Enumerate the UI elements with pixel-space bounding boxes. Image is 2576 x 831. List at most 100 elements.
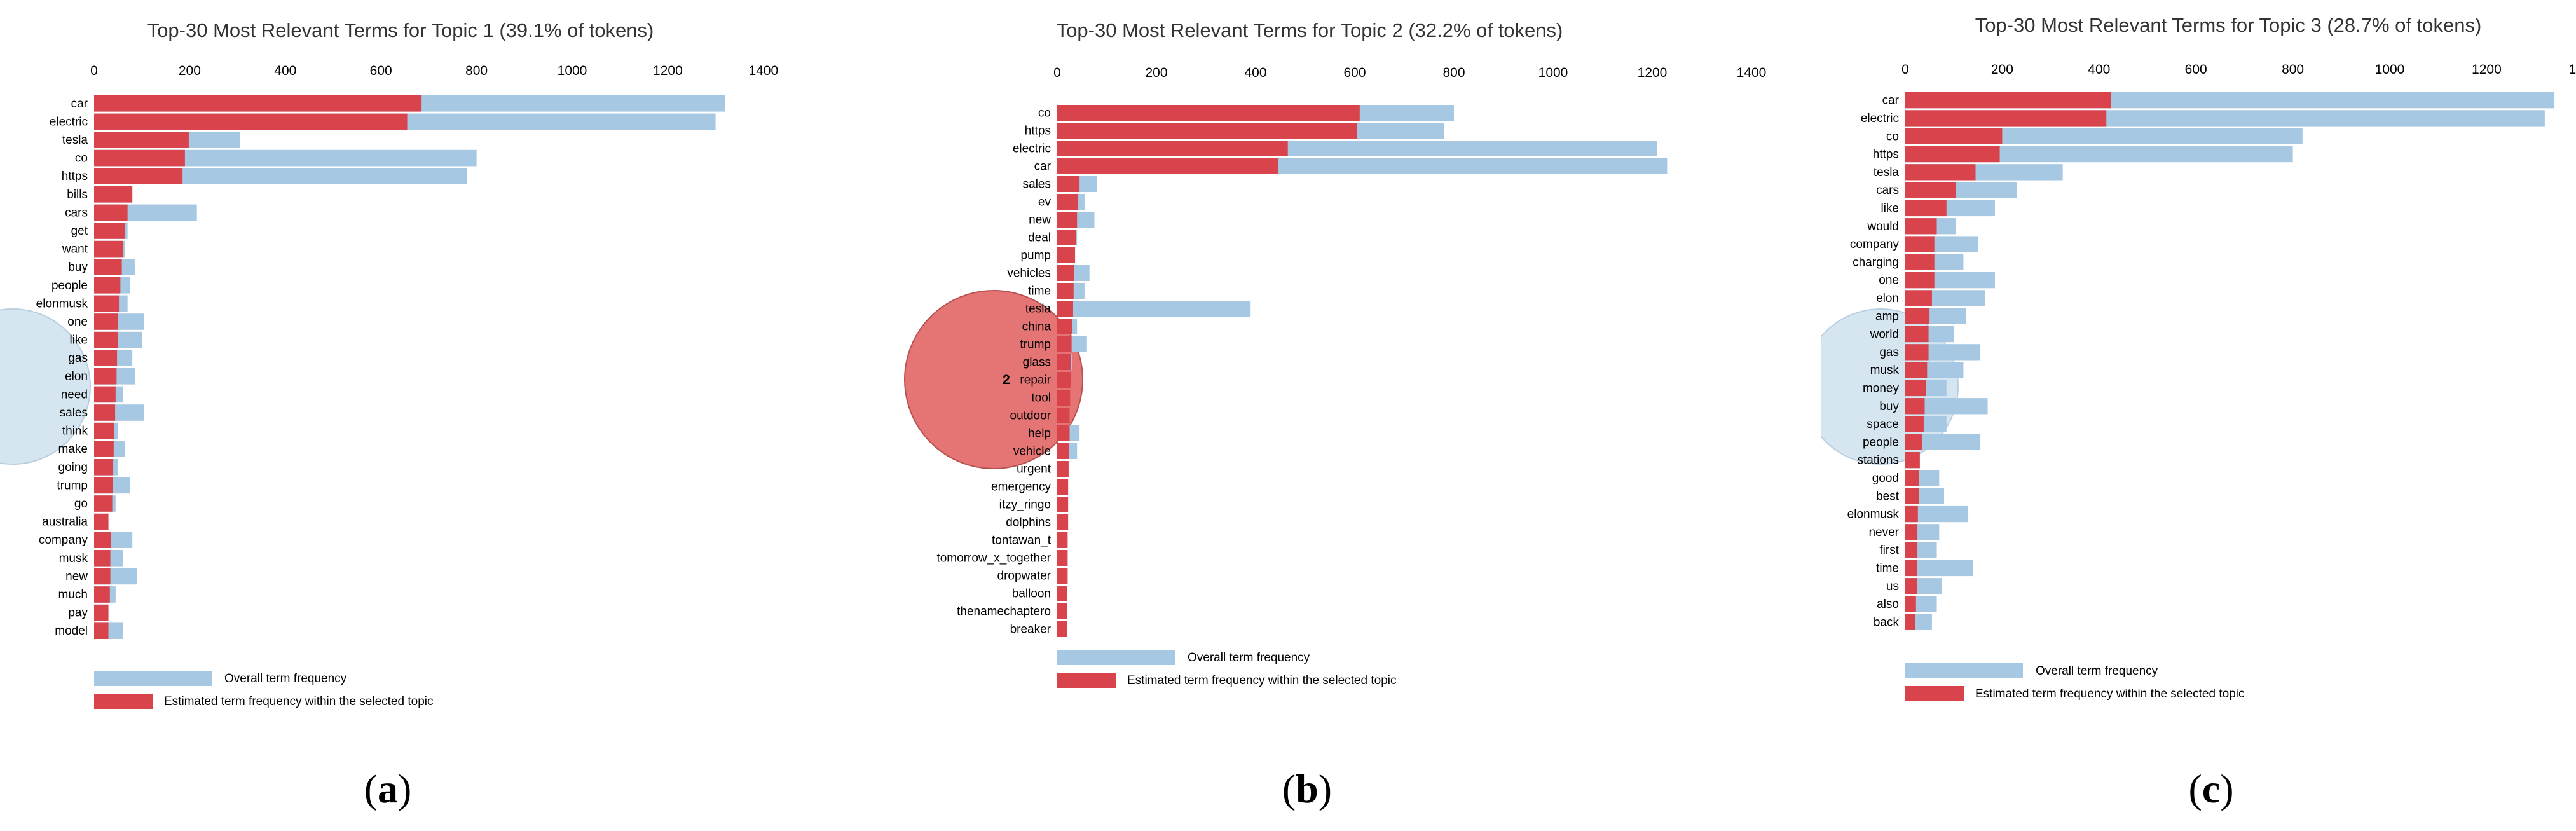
- bar-topic-model: [94, 622, 109, 639]
- bar-topic-company: [94, 532, 111, 548]
- term-label: glass: [1023, 356, 1051, 369]
- bar-topic-stations: [1905, 452, 1920, 469]
- x-tick-label: 0: [1053, 65, 1061, 80]
- topic-bubble: [0, 308, 91, 465]
- term-label: one: [1879, 274, 1899, 287]
- term-label: elonmusk: [36, 297, 88, 310]
- x-tick-label: 600: [1343, 65, 1366, 80]
- legend-swatch-topic: [1057, 673, 1116, 688]
- legend-swatch-overall: [1905, 663, 2023, 678]
- bar-topic-space: [1905, 416, 1924, 432]
- bar-topic-vehicle: [1057, 443, 1069, 459]
- bar-topic-good: [1905, 470, 1919, 486]
- bar-topic-tontawan_t: [1057, 532, 1068, 548]
- term-label: co: [1038, 107, 1051, 120]
- term-label: balloon: [1012, 587, 1051, 601]
- bar-overall-tesla: [1057, 301, 1251, 317]
- bar-topic-co: [94, 149, 185, 167]
- x-tick-label: 1000: [2375, 62, 2405, 77]
- term-label: elonmusk: [1847, 508, 1900, 521]
- bar-topic-need: [94, 386, 116, 403]
- term-label: pump: [1020, 249, 1051, 263]
- term-label: musk: [1870, 364, 1900, 377]
- bar-topic-best: [1905, 488, 1919, 504]
- bar-topic-co: [1057, 105, 1360, 121]
- x-tick-label: 1000: [1538, 65, 1568, 80]
- term-label: people: [51, 279, 88, 292]
- panel-label: (c): [2188, 766, 2233, 811]
- x-tick-label: 1400: [748, 64, 778, 78]
- term-label: new: [1029, 214, 1051, 227]
- term-label: cars: [65, 206, 88, 219]
- bar-topic-https: [94, 168, 183, 184]
- term-label: tool: [1031, 392, 1051, 405]
- bar-topic-world: [1905, 326, 1929, 343]
- term-label: buy: [1879, 400, 1899, 413]
- term-label: bills: [67, 188, 88, 202]
- x-tick-label: 400: [1244, 65, 1266, 80]
- bar-topic-dropwater: [1057, 568, 1068, 584]
- bar-topic-never: [1905, 524, 1918, 540]
- x-tick-label: 1200: [653, 64, 683, 78]
- bar-topic-https: [1905, 146, 2000, 163]
- bar-topic-tesla: [94, 132, 189, 148]
- bar-topic-time: [1057, 283, 1074, 299]
- bar-topic-want: [94, 240, 123, 258]
- term-label: think: [62, 425, 88, 438]
- term-label: model: [55, 624, 88, 638]
- bar-topic-buy: [1905, 398, 1925, 415]
- term-label: company: [1850, 238, 1900, 251]
- term-label: car: [1882, 94, 1900, 107]
- term-label: china: [1022, 320, 1052, 334]
- term-label: electric: [1861, 112, 1899, 125]
- legend-swatch-topic: [1905, 686, 1964, 701]
- x-tick-label: 200: [179, 64, 201, 78]
- bar-topic-glass: [1057, 354, 1071, 370]
- term-label: one: [67, 315, 88, 329]
- bar-topic-urgent: [1057, 461, 1069, 477]
- legend-swatch-overall: [94, 671, 212, 686]
- term-label: https: [1873, 148, 1899, 161]
- chart-title: Top-30 Most Relevant Terms for Topic 2 (…: [1057, 19, 1563, 41]
- term-label: time: [1028, 285, 1051, 298]
- bar-topic-pay: [94, 604, 109, 621]
- bar-topic-people: [94, 277, 121, 294]
- bar-topic-cars: [94, 204, 128, 221]
- chart-title: Top-30 Most Relevant Terms for Topic 1 (…: [147, 19, 654, 41]
- term-label: like: [69, 334, 88, 347]
- term-label: going: [58, 461, 88, 474]
- term-label: charging: [1853, 256, 1899, 269]
- bar-topic-think: [94, 422, 114, 439]
- bar-topic-new: [94, 568, 111, 585]
- bar-topic-outdoor: [1057, 408, 1070, 423]
- term-label: co: [1886, 130, 1899, 143]
- term-label: first: [1879, 544, 1899, 557]
- term-label: like: [1881, 202, 1899, 215]
- x-tick-label: 600: [2185, 62, 2207, 77]
- term-label: new: [65, 570, 88, 583]
- bar-topic-cars: [1905, 182, 1957, 198]
- term-label: car: [1034, 160, 1052, 174]
- term-label: deal: [1028, 231, 1051, 245]
- bar-topic-pump: [1057, 247, 1076, 263]
- bar-topic-vehicles: [1057, 265, 1074, 281]
- term-label: emergency: [991, 481, 1051, 494]
- term-label: urgent: [1017, 463, 1052, 476]
- term-label: people: [1863, 436, 1899, 449]
- bar-topic-musk: [1905, 362, 1928, 378]
- bar-topic-time: [1905, 560, 1917, 577]
- term-label: tesla: [1025, 303, 1052, 316]
- term-label: much: [58, 588, 88, 601]
- bar-topic-itzy_ringo: [1057, 497, 1069, 512]
- legend-label-overall: Overall term frequency: [2036, 664, 2158, 678]
- bar-topic-gas: [1905, 344, 1929, 361]
- bar-topic-dolphins: [1057, 514, 1069, 530]
- bar-topic-musk: [94, 550, 111, 567]
- x-tick-label: 800: [465, 64, 488, 78]
- topic-bubble: [904, 290, 1083, 469]
- bar-topic-deal: [1057, 230, 1076, 245]
- bar-topic-tesla: [1057, 301, 1073, 317]
- bar-topic-thenamechaptero: [1057, 603, 1067, 619]
- term-label: itzy_ringo: [999, 498, 1051, 512]
- bar-topic-car: [1905, 92, 2111, 109]
